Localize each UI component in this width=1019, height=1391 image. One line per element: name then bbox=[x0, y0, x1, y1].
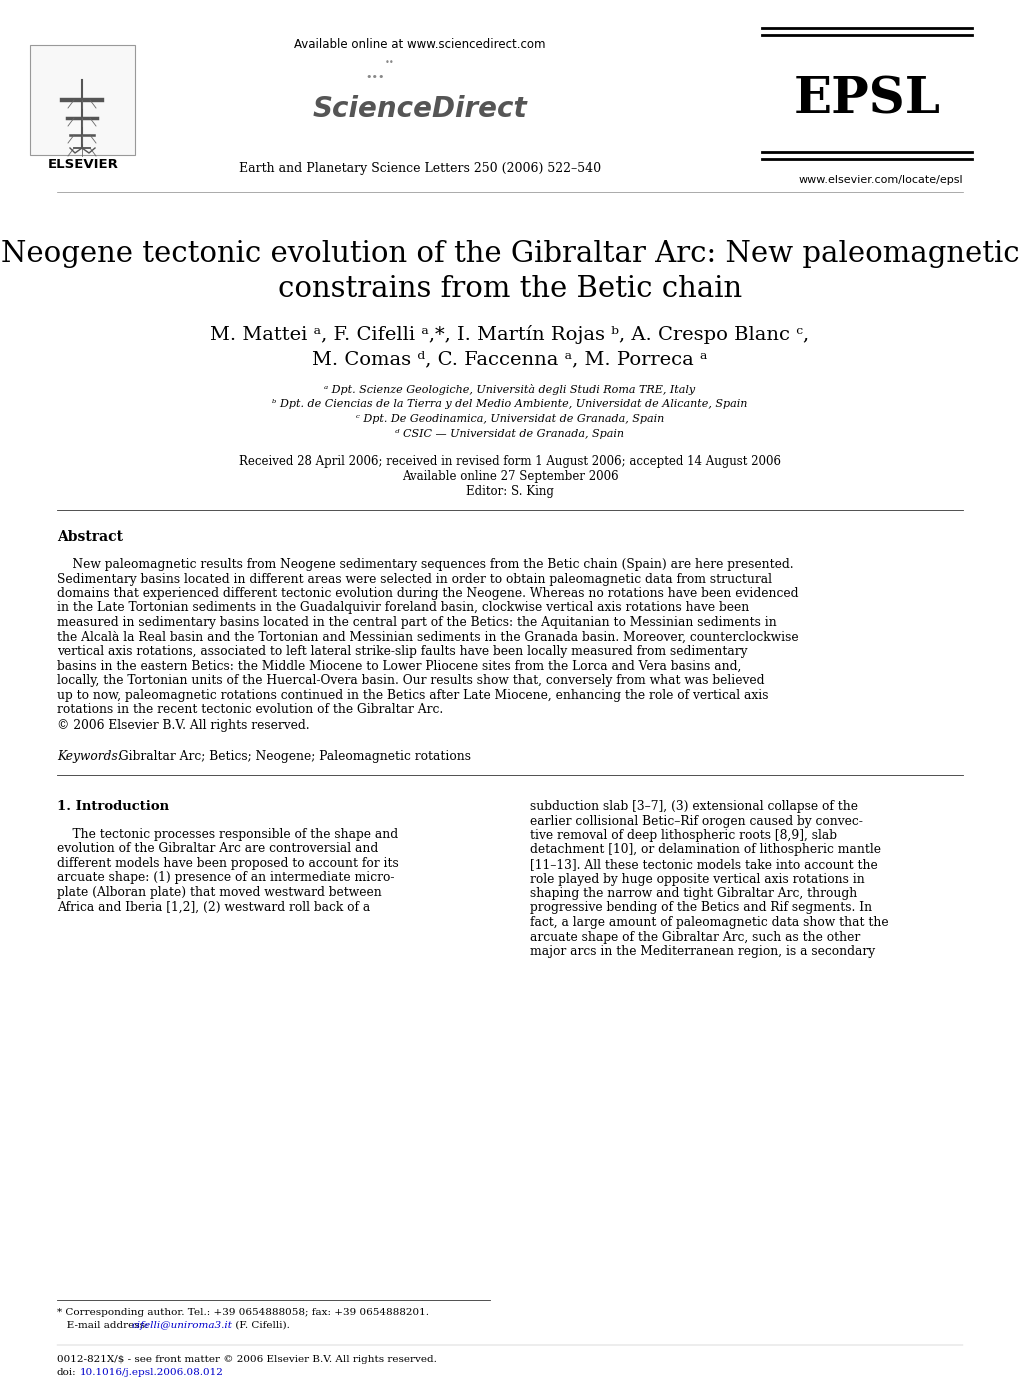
Text: domains that experienced different tectonic evolution during the Neogene. Wherea: domains that experienced different tecto… bbox=[57, 587, 798, 600]
Text: Editor: S. King: Editor: S. King bbox=[466, 485, 553, 498]
Text: Gibraltar Arc; Betics; Neogene; Paleomagnetic rotations: Gibraltar Arc; Betics; Neogene; Paleomag… bbox=[115, 750, 471, 764]
Text: (F. Cifelli).: (F. Cifelli). bbox=[231, 1321, 289, 1330]
Text: 1. Introduction: 1. Introduction bbox=[57, 800, 169, 812]
Text: ᵈ CSIC — Universidat de Granada, Spain: ᵈ CSIC — Universidat de Granada, Spain bbox=[395, 428, 624, 440]
Text: the Alcalà la Real basin and the Tortonian and Messinian sediments in the Granad: the Alcalà la Real basin and the Tortoni… bbox=[57, 630, 798, 644]
Text: major arcs in the Mediterranean region, is a secondary: major arcs in the Mediterranean region, … bbox=[530, 944, 874, 958]
Text: cifelli@uniroma3.it: cifelli@uniroma3.it bbox=[131, 1321, 232, 1330]
Text: arcuate shape of the Gibraltar Arc, such as the other: arcuate shape of the Gibraltar Arc, such… bbox=[530, 931, 859, 943]
Text: M. Comas ᵈ, C. Faccenna ᵃ, M. Porreca ᵃ: M. Comas ᵈ, C. Faccenna ᵃ, M. Porreca ᵃ bbox=[312, 351, 707, 369]
Text: up to now, paleomagnetic rotations continued in the Betics after Late Miocene, e: up to now, paleomagnetic rotations conti… bbox=[57, 689, 767, 701]
Text: subduction slab [3–7], (3) extensional collapse of the: subduction slab [3–7], (3) extensional c… bbox=[530, 800, 857, 812]
Text: EPSL: EPSL bbox=[793, 75, 940, 124]
Text: vertical axis rotations, associated to left lateral strike-slip faults have been: vertical axis rotations, associated to l… bbox=[57, 645, 747, 658]
Text: 10.1016/j.epsl.2006.08.012: 10.1016/j.epsl.2006.08.012 bbox=[79, 1367, 223, 1377]
FancyBboxPatch shape bbox=[30, 45, 135, 154]
Text: ᶜ Dpt. De Geodinamica, Universidat de Granada, Spain: ᶜ Dpt. De Geodinamica, Universidat de Gr… bbox=[356, 415, 663, 424]
Text: * Corresponding author. Tel.: +39 0654888058; fax: +39 0654888201.: * Corresponding author. Tel.: +39 065488… bbox=[57, 1308, 429, 1317]
Text: •••: ••• bbox=[365, 72, 384, 82]
Text: www.elsevier.com/locate/epsl: www.elsevier.com/locate/epsl bbox=[798, 175, 962, 185]
Text: Available online 27 September 2006: Available online 27 September 2006 bbox=[401, 470, 618, 483]
Text: progressive bending of the Betics and Rif segments. In: progressive bending of the Betics and Ri… bbox=[530, 901, 871, 914]
Text: role played by huge opposite vertical axis rotations in: role played by huge opposite vertical ax… bbox=[530, 872, 864, 886]
Text: locally, the Tortonian units of the Huercal-Overa basin. Our results show that, : locally, the Tortonian units of the Huer… bbox=[57, 675, 764, 687]
Text: basins in the eastern Betics: the Middle Miocene to Lower Pliocene sites from th: basins in the eastern Betics: the Middle… bbox=[57, 659, 741, 672]
Text: rotations in the recent tectonic evolution of the Gibraltar Arc.: rotations in the recent tectonic evoluti… bbox=[57, 702, 443, 716]
Text: M. Mattei ᵃ, F. Cifelli ᵃ,*, I. Martín Rojas ᵇ, A. Crespo Blanc ᶜ,: M. Mattei ᵃ, F. Cifelli ᵃ,*, I. Martín R… bbox=[210, 325, 809, 344]
Text: in the Late Tortonian sediments in the Guadalquivir foreland basin, clockwise ve: in the Late Tortonian sediments in the G… bbox=[57, 601, 749, 615]
Text: ••: •• bbox=[385, 58, 394, 67]
Text: ᵃ Dpt. Scienze Geologiche, Università degli Studi Roma TRE, Italy: ᵃ Dpt. Scienze Geologiche, Università de… bbox=[324, 384, 695, 395]
Text: shaping the narrow and tight Gibraltar Arc, through: shaping the narrow and tight Gibraltar A… bbox=[530, 887, 856, 900]
Text: evolution of the Gibraltar Arc are controversial and: evolution of the Gibraltar Arc are contr… bbox=[57, 843, 378, 855]
Text: New paleomagnetic results from Neogene sedimentary sequences from the Betic chai: New paleomagnetic results from Neogene s… bbox=[57, 558, 793, 570]
Text: Keywords:: Keywords: bbox=[57, 750, 121, 764]
Text: Earth and Planetary Science Letters 250 (2006) 522–540: Earth and Planetary Science Letters 250 … bbox=[238, 161, 600, 175]
Text: ScienceDirect: ScienceDirect bbox=[312, 95, 527, 122]
Text: Neogene tectonic evolution of the Gibraltar Arc: New paleomagnetic: Neogene tectonic evolution of the Gibral… bbox=[1, 241, 1018, 268]
Text: ELSEVIER: ELSEVIER bbox=[48, 159, 118, 171]
Text: Sedimentary basins located in different areas were selected in order to obtain p: Sedimentary basins located in different … bbox=[57, 573, 771, 586]
Text: E-mail address:: E-mail address: bbox=[57, 1321, 152, 1330]
Text: tive removal of deep lithospheric roots [8,9], slab: tive removal of deep lithospheric roots … bbox=[530, 829, 837, 842]
Text: Available online at www.sciencedirect.com: Available online at www.sciencedirect.co… bbox=[293, 38, 545, 51]
Text: different models have been proposed to account for its: different models have been proposed to a… bbox=[57, 857, 398, 869]
Text: measured in sedimentary basins located in the central part of the Betics: the Aq: measured in sedimentary basins located i… bbox=[57, 616, 776, 629]
Text: plate (Alboran plate) that moved westward between: plate (Alboran plate) that moved westwar… bbox=[57, 886, 381, 899]
Text: 0012-821X/$ - see front matter © 2006 Elsevier B.V. All rights reserved.: 0012-821X/$ - see front matter © 2006 El… bbox=[57, 1355, 436, 1365]
Text: fact, a large amount of paleomagnetic data show that the: fact, a large amount of paleomagnetic da… bbox=[530, 917, 888, 929]
Text: arcuate shape: (1) presence of an intermediate micro-: arcuate shape: (1) presence of an interm… bbox=[57, 872, 394, 885]
Text: Abstract: Abstract bbox=[57, 530, 123, 544]
Text: Received 28 April 2006; received in revised form 1 August 2006; accepted 14 Augu: Received 28 April 2006; received in revi… bbox=[238, 455, 781, 467]
Text: constrains from the Betic chain: constrains from the Betic chain bbox=[277, 275, 742, 303]
Text: Africa and Iberia [1,2], (2) westward roll back of a: Africa and Iberia [1,2], (2) westward ro… bbox=[57, 900, 370, 914]
Text: © 2006 Elsevier B.V. All rights reserved.: © 2006 Elsevier B.V. All rights reserved… bbox=[57, 719, 310, 733]
Text: earlier collisional Betic–Rif orogen caused by convec-: earlier collisional Betic–Rif orogen cau… bbox=[530, 815, 862, 828]
Text: The tectonic processes responsible of the shape and: The tectonic processes responsible of th… bbox=[57, 828, 397, 842]
Text: doi:: doi: bbox=[57, 1367, 76, 1377]
Text: detachment [10], or delamination of lithospheric mantle: detachment [10], or delamination of lith… bbox=[530, 843, 880, 857]
Text: ᵇ Dpt. de Ciencias de la Tierra y del Medio Ambiente, Universidat de Alicante, S: ᵇ Dpt. de Ciencias de la Tierra y del Me… bbox=[272, 399, 747, 409]
Text: [11–13]. All these tectonic models take into account the: [11–13]. All these tectonic models take … bbox=[530, 858, 877, 871]
